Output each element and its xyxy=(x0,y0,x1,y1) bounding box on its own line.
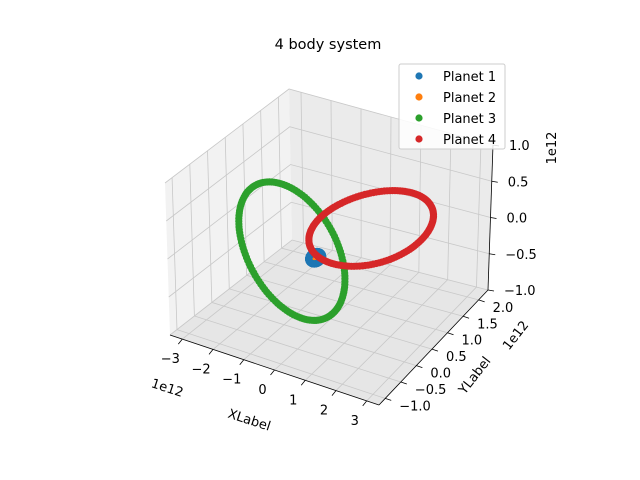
z-grid-line xyxy=(166,126,492,222)
legend-marker xyxy=(415,93,423,101)
y-tick-label: −0.5 xyxy=(415,383,447,398)
z-tick-label: 1.0 xyxy=(509,139,530,154)
y-tick-mark xyxy=(385,398,392,401)
z-tick-mark xyxy=(487,289,495,292)
x-offset-label: 1e12 xyxy=(149,376,185,400)
x-tick-mark xyxy=(331,390,337,396)
x-tick-mark xyxy=(300,380,306,386)
z-tick-label: 0.0 xyxy=(507,212,528,227)
y-tick-label: 2.0 xyxy=(493,301,514,316)
x-tick-label: 2 xyxy=(320,404,328,419)
legend-label: Planet 3 xyxy=(443,112,496,127)
legend-label: Planet 4 xyxy=(443,133,496,148)
y-tick-mark xyxy=(400,381,407,385)
z-tick-mark xyxy=(491,180,498,183)
z-tick-mark xyxy=(489,253,496,256)
x-tick-label: −2 xyxy=(191,362,210,377)
y-axis-line xyxy=(378,289,489,406)
x-tick-label: 0 xyxy=(258,383,266,398)
legend-label: Planet 2 xyxy=(443,91,496,106)
x-tick-label: 3 xyxy=(351,414,359,429)
y-tick-mark xyxy=(431,348,439,352)
legend-frame xyxy=(398,63,506,150)
y-tick-mark xyxy=(416,365,423,368)
x-axis-label: XLabel xyxy=(226,407,272,435)
x-tick-mark xyxy=(208,349,214,355)
x-tick-label: −1 xyxy=(222,373,241,388)
z-tick-label: 0.5 xyxy=(508,175,529,190)
y-tick-mark xyxy=(447,332,454,336)
legend-label: Planet 1 xyxy=(443,70,496,85)
data-point xyxy=(405,188,413,196)
y-tick-label: −1.0 xyxy=(399,399,431,414)
z-offset-label: 1e12 xyxy=(545,132,560,165)
z-grid-line xyxy=(169,239,489,336)
y-tick-mark xyxy=(462,315,470,319)
y-offset-label: 1e12 xyxy=(500,318,532,353)
x-tick-mark xyxy=(362,400,368,407)
x-tick-label: 1 xyxy=(289,393,297,408)
z-tick-mark xyxy=(490,217,497,219)
chart-title: 4 body system xyxy=(275,37,382,53)
y-tick-label: 0.0 xyxy=(430,367,451,382)
z-tick-label: −0.5 xyxy=(505,248,537,263)
y-tick-label: 0.5 xyxy=(446,350,467,365)
data-point xyxy=(274,179,283,187)
x-tick-mark xyxy=(239,359,245,365)
x-tick-mark xyxy=(270,369,275,376)
y-tick-mark xyxy=(478,299,485,303)
legend: Planet 1 Planet 2 Planet 3 Planet 4 xyxy=(398,63,506,150)
z-tick-label: −1.0 xyxy=(504,284,536,299)
x-tick-mark xyxy=(177,338,183,345)
series-planet-3 xyxy=(235,178,349,324)
legend-marker xyxy=(415,114,423,122)
legend-marker xyxy=(415,135,423,143)
data-points xyxy=(235,178,438,324)
legend-marker xyxy=(415,72,423,80)
y-tick-label: 1.5 xyxy=(477,317,498,332)
x-tick-label: −3 xyxy=(161,352,180,367)
series-planet-4 xyxy=(305,187,438,270)
y-tick-label: 1.0 xyxy=(462,334,483,349)
tick-labels: −3−2−10123−1.0−0.50.00.51.01.52.0−1.0−0.… xyxy=(161,139,537,429)
